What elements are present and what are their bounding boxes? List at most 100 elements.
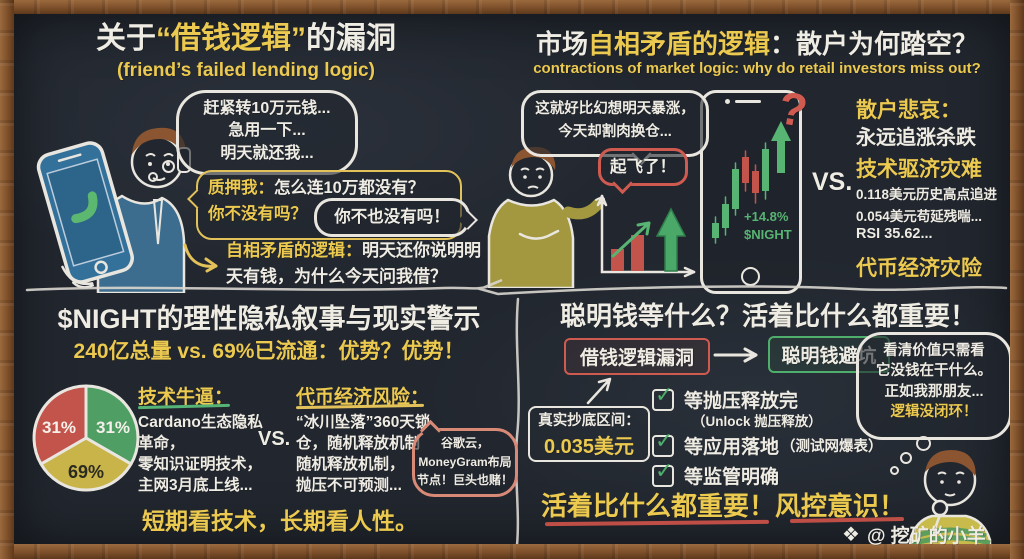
vs-label-bottom: VS. (258, 428, 291, 450)
vertical-divider (514, 297, 520, 547)
title-highlight: 自相矛盾的逻辑 (587, 29, 770, 59)
pledge-label: 质押我： (208, 179, 274, 197)
flow-arrow-icon (713, 347, 758, 363)
phone-speaker (735, 100, 761, 103)
bottom-right-title: 聪明钱等什么？活着比什么都重要！ (559, 301, 976, 331)
shirt-placket (152, 199, 164, 245)
top-left-subtitle: (friend’s failed lending logic) (117, 60, 375, 81)
thought-highlight: 逻辑没闭环！ (890, 403, 978, 420)
thought-dot (890, 466, 899, 475)
pie-label-yellow: 69% (68, 462, 104, 482)
price-box-value: 0.035美元 (543, 436, 635, 458)
pie-slice-yellow (39, 436, 133, 492)
tech-disaster-label: 技术驱济灾难 (856, 158, 982, 181)
call-icon (71, 191, 98, 224)
token-column-text: “冰川坠落”360天锁 仓，随机释放机制 随机释放机制， 抛压不可预测... (296, 412, 446, 496)
tech-column-heading: 技术牛逼： (138, 387, 234, 408)
token-disaster-label: 代币经济灾险 (856, 257, 982, 280)
token-line: “冰川坠落”360天锁 (296, 414, 431, 431)
thought-line: 赶紧转10万元钱... (203, 100, 331, 117)
token-column-heading: 代币经济风险： (296, 387, 430, 408)
watermark: ❖ @ 挖矿的小羊 (842, 521, 986, 548)
man-brows (520, 167, 545, 171)
checkmark-icon: ✓ (655, 457, 674, 483)
supply-pie-chart: 31% 31% 69% (32, 384, 140, 492)
contradiction-label: 自相矛盾的逻辑： (226, 241, 362, 260)
retail-sad-label: 散户悲哀： (856, 99, 961, 122)
checklist-sub-inline: （测试网爆表） (781, 439, 883, 455)
borrow-thought-bubble: 赶紧转10万元钱... 急用一下... 明天就还我... (176, 90, 358, 175)
thought-dot (162, 160, 175, 173)
value-thought-bubble: 看清价值只需看 它没钱在干什么。 正如我那朋友... 逻辑没闭环！ (856, 332, 1012, 440)
top-right-title: 市场自相矛盾的逻辑：散户为何踏空？ (520, 24, 994, 61)
thought-line: 看清价值只需看 (883, 343, 985, 359)
checklist-text: 等监管明确 (684, 467, 780, 488)
pledge-text: 怎么连10万都没有？ (274, 179, 425, 197)
bottom-left-title: $NIGHT的理性隐私叙事与现实警示 (57, 304, 481, 334)
man-arm (932, 513, 942, 535)
pointing-man-illustration (487, 146, 606, 288)
checkbox-icon: ✓ (652, 458, 674, 487)
axis-arrowheads (596, 194, 696, 278)
pointing-hand (518, 229, 560, 240)
man-eye (148, 162, 152, 166)
title-suffix: ：散户为何踏空？ (770, 29, 979, 59)
wood-frame-top (0, 0, 1024, 14)
mini-bar-chart (596, 194, 696, 278)
checklist-text: 等应用落地 (684, 437, 780, 458)
thought-dot (916, 436, 931, 451)
man-shirt (487, 198, 575, 288)
fist-on-chin (931, 499, 949, 517)
checklist-item-regulation: ✓ 等监管明确 (652, 458, 780, 489)
checklist-text: 等抛压释放完 (684, 391, 799, 412)
title-prefix: 市场 (535, 29, 588, 59)
pie-label-green: 31% (96, 418, 130, 437)
tech-line: Cardano生态隐私 (138, 414, 263, 431)
takeoff-text: 起飞了！ (610, 158, 676, 176)
checkmark-icon: ✓ (655, 381, 674, 407)
ticker: $NIGHT (744, 227, 792, 242)
shirt-stripes (911, 527, 991, 546)
reply-text: 你不也没有吗！ (334, 208, 450, 226)
watermark-handle: @ 挖矿的小羊 (866, 526, 986, 547)
man-mouth (944, 493, 956, 497)
green-trend-arrow (611, 221, 651, 258)
green-up-arrow (655, 207, 687, 272)
phone-camera (725, 99, 730, 104)
man-eye (523, 175, 527, 179)
up-arrow-icon (586, 377, 612, 405)
candlestick-chart: +14.8% $NIGHT (712, 121, 792, 244)
red-bar (631, 235, 644, 271)
checkmark-icon: ✓ (655, 427, 674, 453)
contradiction-note: 自相矛盾的逻辑：明天还你说明明天有钱，为什么今天问我借？ (226, 238, 488, 289)
checklist-item-unlock: ✓ 等抛压释放完 (652, 382, 799, 413)
thought-line: 正如我那朋友... (884, 383, 984, 400)
bottom-left-slogan: 短期看技术，长期看人性。 (142, 508, 418, 534)
stat-line: RSI 35.62... (856, 226, 933, 242)
pie-slice-red (32, 384, 88, 466)
tech-line: 主网3月底上线... (138, 477, 253, 494)
yellow-arrow-icon (183, 243, 218, 273)
thinking-man-illustration (908, 450, 992, 546)
thought-line: 它没钱在干什么。 (876, 363, 992, 380)
analogy-line: 今天却割肉换仓... (558, 124, 672, 141)
title-prefix: 关于 (96, 22, 156, 55)
man-eye (538, 175, 542, 179)
pledge-line2: 你不没有吗？ (208, 204, 307, 223)
stat-line: 0.118美元历史高点追进 (856, 187, 998, 202)
token-line: 仓，随机释放机制 (296, 435, 421, 452)
top-right-subtitle: contractions of market logic: why do ret… (533, 60, 981, 77)
giants-bubble: 谷歌云， MoneyGram布局 节点！巨头也赌！ (412, 419, 518, 497)
contradiction-text: 明天还你说明明天有钱，为什么今天问我借？ (226, 241, 481, 286)
thought-line: 明天就还我... (220, 144, 314, 162)
top-left-title: 关于“借钱逻辑”的漏洞 (36, 22, 456, 55)
bottom-right-slogan: 活着比什么都重要！风控意识！ (540, 491, 905, 521)
tech-line: 零知识证明技术， (138, 456, 263, 473)
tech-column-text: Cardano生态隐私 革命， 零知识证明技术， 主网3月底上线... (138, 412, 278, 496)
man-eye (957, 480, 961, 484)
man-mouth (527, 185, 539, 189)
thought-dot (148, 172, 158, 182)
big-phone (36, 141, 134, 289)
green-up-arrow (771, 121, 791, 173)
